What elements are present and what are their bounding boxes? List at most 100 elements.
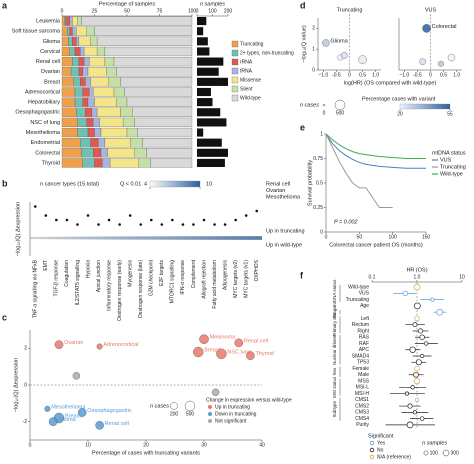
category-label: IFN-α response: [180, 260, 186, 295]
bar-segment: [96, 107, 121, 117]
point-label: Ovarian: [64, 340, 83, 346]
x-tick-label: 10: [459, 274, 465, 280]
point-label: Glioma: [330, 38, 348, 44]
legend-label: rRNA: [240, 59, 253, 65]
dot: [33, 205, 37, 208]
x-tick-label: 10: [85, 442, 91, 448]
bar: [197, 108, 221, 117]
dot: [192, 223, 195, 226]
bar-segment: [61, 87, 76, 97]
panel-title: VUS: [425, 7, 437, 13]
annotation: P = 0.002: [334, 219, 358, 225]
bar-segment: [81, 148, 94, 158]
point: [199, 334, 209, 344]
size-key-label: 100: [430, 450, 439, 456]
y-tick-label: 0.75: [313, 156, 323, 162]
bar-segment: [65, 16, 70, 26]
category-label: Colorectal: [35, 150, 60, 156]
x-tick-label: 0: [29, 442, 32, 448]
legend-marker: [208, 412, 212, 416]
bar-segment: [76, 26, 87, 36]
colorbar: [149, 180, 201, 188]
category-label: OXPHOS: [254, 259, 260, 281]
dot: [223, 223, 227, 226]
row-label: CMS4: [355, 416, 369, 422]
bar-segment: [82, 97, 89, 107]
legend-title: n cases: [300, 102, 319, 108]
bar-segment: [80, 138, 91, 148]
x-tick-label: -0.5: [413, 72, 422, 78]
x-tick-label: 75: [157, 8, 163, 14]
legend-marker: [369, 447, 375, 453]
category-label: Complement: [191, 259, 197, 288]
estimate: [410, 385, 415, 390]
axis-title: −log₁₀(Q value): [301, 25, 307, 62]
category-label: TGF-β response: [54, 260, 60, 297]
legend-label: Truncating: [240, 41, 264, 47]
legend-title: n cases: [150, 403, 169, 409]
legend-title: Change in expression versus wild-type: [206, 397, 292, 403]
x-tick-label: 200: [224, 8, 233, 14]
axis-title: Colorectal cancer patient OS (months): [329, 242, 423, 248]
bar-segment: [72, 36, 77, 46]
size-key: [184, 400, 196, 412]
point-label: Thyroid: [255, 351, 273, 357]
bar-segment: [69, 16, 73, 26]
category-label: Mesothelioma: [26, 130, 61, 136]
category-label: Inflammatory response: [106, 260, 112, 311]
panel-title: Truncating: [337, 7, 363, 13]
point: [438, 60, 444, 67]
dot: [128, 214, 132, 217]
bar-segment: [108, 77, 121, 87]
row-label: CMS1: [355, 397, 369, 403]
bar-segment: [69, 46, 76, 57]
bar-segment: [90, 138, 99, 148]
estimate: [415, 359, 422, 366]
legend-marker: [208, 405, 212, 409]
estimate: [419, 416, 425, 421]
legend-label: Up in truncating: [215, 404, 250, 410]
x-tick-label: 100: [388, 234, 397, 240]
point-label: Renal cell: [105, 421, 129, 427]
category-label: MTORC1 signalling: [170, 260, 176, 303]
bar: [197, 138, 222, 147]
dot: [181, 223, 185, 226]
legend-title: Percentage cases with variant: [362, 96, 436, 102]
dot: [234, 218, 237, 222]
legend-swatch: [231, 58, 239, 66]
bar-segment: [78, 67, 83, 77]
group-label: Subtype: [332, 400, 337, 417]
bar-segment: [90, 36, 98, 46]
bar-segment: [74, 46, 81, 57]
x-tick-label: 0: [196, 8, 199, 14]
bar-segment: [120, 77, 193, 87]
bar-segment: [134, 148, 147, 158]
axis-title: −log₁₀(Q) Δexpression: [13, 358, 19, 412]
x-tick-label: 50: [124, 8, 130, 14]
bar-segment: [72, 16, 78, 26]
point: [96, 343, 103, 350]
y-tick-label: -2: [23, 419, 28, 425]
bar-segment: [93, 117, 100, 128]
legend-marker: [369, 440, 375, 446]
estimate: [406, 421, 414, 429]
axis-title: −log₁₀(Q) Δexpression: [15, 202, 21, 256]
dot: [118, 223, 121, 226]
estimate: [419, 353, 425, 359]
annotation: Mesothelioma: [266, 194, 301, 200]
point: [216, 348, 227, 359]
row-label: MSI-H: [355, 391, 370, 397]
bar: [197, 57, 224, 66]
row-label: Left: [361, 316, 370, 322]
point: [422, 24, 431, 33]
point: [72, 372, 81, 380]
row-label: Right: [357, 328, 369, 334]
bar-segment: [72, 56, 80, 67]
dot: [160, 223, 164, 226]
annotation: Ovarian: [266, 188, 285, 194]
dot: [139, 223, 143, 226]
bar-segment: [78, 36, 91, 46]
row-label: Rectum: [352, 322, 369, 328]
bar-segment: [72, 26, 77, 36]
x-tick-label: 0.5: [440, 72, 447, 78]
